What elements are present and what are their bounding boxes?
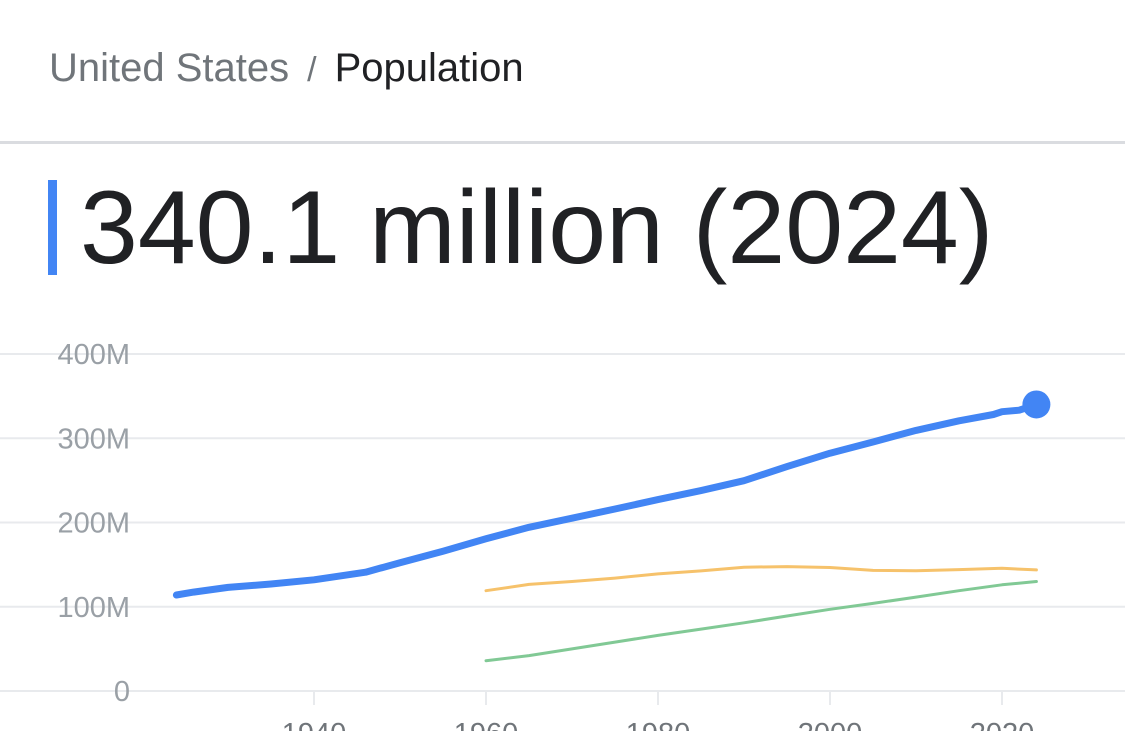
breadcrumb: United States / Population: [49, 42, 524, 96]
header-divider: [0, 141, 1125, 144]
breadcrumb-parent-link[interactable]: United States: [49, 46, 290, 90]
y-tick-label: 0: [114, 676, 130, 708]
latest-value-point[interactable]: [1022, 390, 1051, 419]
y-tick-label: 200M: [57, 508, 130, 540]
series-line-0: [172, 401, 1040, 599]
headline-accent-bar: [48, 180, 57, 275]
y-tick-label: 400M: [57, 339, 130, 371]
series-lines: [172, 390, 1051, 663]
x-tick-label: 1960: [454, 718, 519, 731]
y-axis-ticks: 0 100M 200M 300M 400M: [57, 339, 130, 708]
x-tick-label: 2000: [798, 718, 863, 731]
headline-value: 340.1 million (2024): [80, 170, 994, 286]
x-tick-label: 1940: [282, 718, 347, 731]
y-tick-label: 300M: [57, 423, 130, 455]
population-chart[interactable]: 0 100M 200M 300M 400M 1940 1960 1980 2000 2020: [0, 320, 1125, 731]
x-tick-label: 1980: [626, 718, 691, 731]
breadcrumb-current: Population: [334, 46, 524, 90]
y-tick-label: 100M: [57, 592, 130, 624]
breadcrumb-separator: /: [307, 51, 317, 89]
series-line-1: [484, 565, 1038, 593]
series-line-2: [484, 580, 1038, 663]
x-tick-label: 2020: [970, 718, 1035, 731]
x-axis-ticks: 1940 1960 1980 2000 2020: [282, 691, 1035, 731]
